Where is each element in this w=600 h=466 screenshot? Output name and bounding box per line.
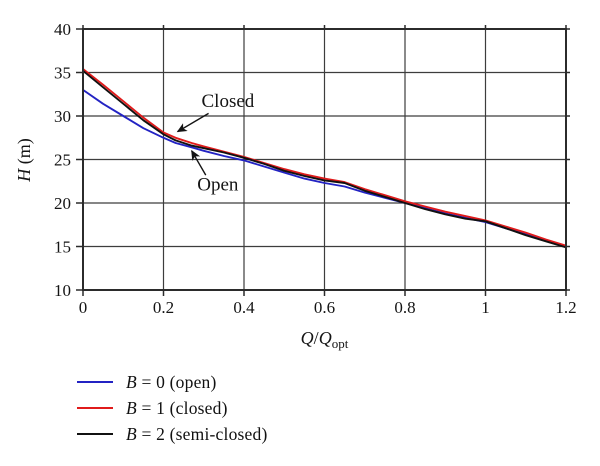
legend-label: B = 0 (open) [126,371,217,392]
annotation-arrow [191,149,207,176]
legend-swatch-line [77,381,113,383]
y-tick-label: 40 [54,20,71,39]
legend-item-1: B = 1 (closed) [77,397,267,419]
legend-item-0: B = 0 (open) [77,371,267,393]
y-axis-label: H (m) [14,138,35,183]
x-tick-label: 1.2 [555,298,576,317]
x-tick-label: 1 [481,298,490,317]
series-line-1 [82,68,567,247]
series-line-2 [82,69,567,249]
y-tick-label: 10 [54,281,71,300]
legend-item-2: B = 2 (semi-closed) [77,423,267,445]
annotation-arrow [176,112,209,133]
y-tick-label: 20 [54,194,71,213]
x-tick-label: 0.2 [153,298,174,317]
x-tick-label: 0.8 [394,298,415,317]
y-tick-label: 25 [54,151,71,170]
y-tick-label: 35 [54,64,71,83]
chart-legend: B = 0 (open) B = 1 (closed) B = 2 (semi-cl… [77,371,267,445]
x-tick-label: 0.4 [233,298,255,317]
x-axis-label: Q/Qopt [301,328,349,351]
y-tick-label: 15 [54,238,71,257]
annotation-text: Closed [202,91,255,112]
legend-label: B = 1 (closed) [126,397,228,418]
annotation-text: Open [197,175,239,196]
x-tick-label: 0 [79,298,88,317]
x-tick-label: 0.6 [314,298,335,317]
y-tick-label: 30 [54,107,71,126]
legend-swatch-line [77,433,113,435]
legend-swatch-line [77,407,113,409]
legend-label: B = 2 (semi-closed) [126,423,268,444]
